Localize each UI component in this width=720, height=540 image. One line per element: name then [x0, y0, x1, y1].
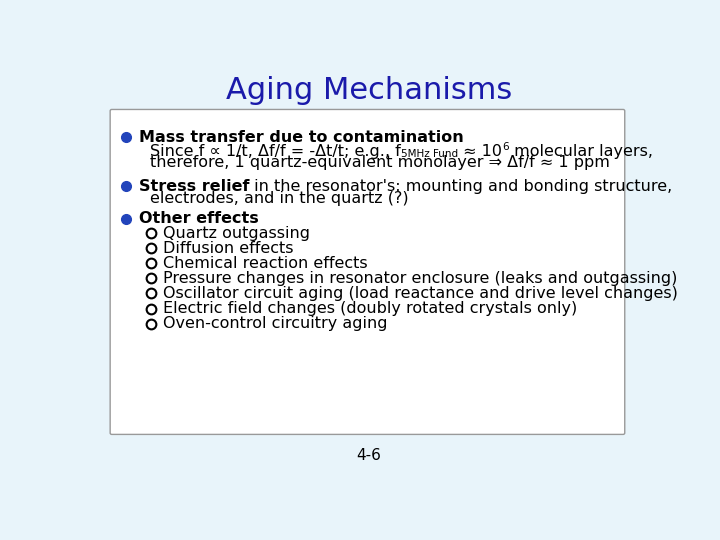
Text: molecular layers,: molecular layers,	[509, 144, 653, 159]
Text: Electric field changes (doubly rotated crystals only): Electric field changes (doubly rotated c…	[163, 301, 577, 316]
Text: 4-6: 4-6	[356, 448, 382, 463]
Text: electrodes, and in the quartz (?): electrodes, and in the quartz (?)	[150, 191, 409, 206]
Text: Other effects: Other effects	[139, 211, 258, 226]
Text: 6: 6	[503, 142, 509, 152]
FancyBboxPatch shape	[110, 110, 625, 434]
Text: Oscillator circuit aging (load reactance and drive level changes): Oscillator circuit aging (load reactance…	[163, 286, 678, 301]
Text: Chemical reaction effects: Chemical reaction effects	[163, 256, 367, 271]
Text: Oven-control circuitry aging: Oven-control circuitry aging	[163, 316, 387, 331]
Text: Aging Mechanisms: Aging Mechanisms	[226, 76, 512, 105]
Text: Since f ∝ 1/t, Δf/f = -Δt/t; e.g., f: Since f ∝ 1/t, Δf/f = -Δt/t; e.g., f	[150, 144, 401, 159]
Text: Diffusion effects: Diffusion effects	[163, 241, 293, 256]
Text: in the resonator's: mounting and bonding structure,: in the resonator's: mounting and bonding…	[249, 179, 672, 194]
Text: 5MHz Fund: 5MHz Fund	[401, 148, 459, 159]
Text: Stress relief: Stress relief	[139, 179, 249, 194]
Text: Quartz outgassing: Quartz outgassing	[163, 226, 310, 241]
Text: therefore, 1 quartz-equivalent monolayer ⇒ Δf/f ≈ 1 ppm: therefore, 1 quartz-equivalent monolayer…	[150, 155, 611, 170]
Text: ≈ 10: ≈ 10	[459, 144, 503, 159]
Text: Mass transfer due to contamination: Mass transfer due to contamination	[139, 130, 464, 145]
Text: Pressure changes in resonator enclosure (leaks and outgassing): Pressure changes in resonator enclosure …	[163, 271, 678, 286]
